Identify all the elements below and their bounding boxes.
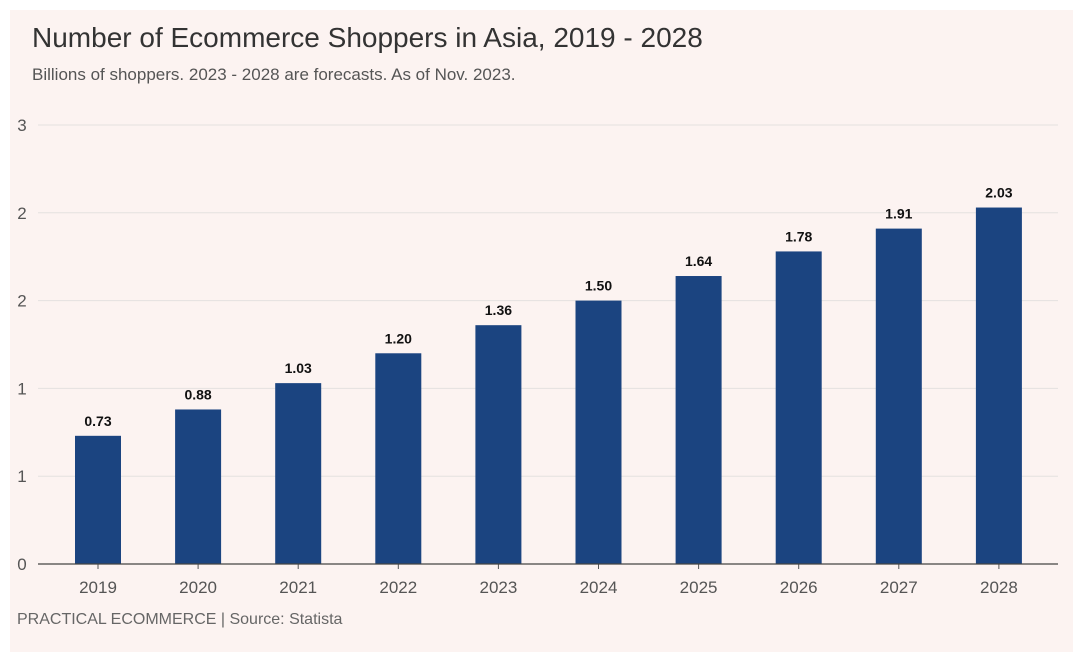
x-tick-label: 2023 (479, 578, 517, 597)
data-label-2020: 0.88 (184, 386, 211, 402)
x-tick-label: 2021 (279, 578, 317, 597)
chart-subtitle: Billions of shoppers. 2023 - 2028 are fo… (32, 65, 516, 84)
x-tick-label: 2022 (379, 578, 417, 597)
x-tick-label: 2028 (980, 578, 1018, 597)
bar-2020 (175, 409, 222, 564)
bar-2028 (975, 207, 1022, 565)
data-label-2021: 1.03 (285, 360, 312, 376)
bar-2027 (875, 228, 922, 564)
bar-2021 (275, 383, 322, 564)
y-tick-label: 1 (17, 379, 26, 398)
y-tick-label: 3 (17, 116, 26, 135)
y-tick-label: 0 (17, 555, 26, 574)
bar-chart: 0.73 0.88 1.03 1.20 1.36 1.50 1.64 1.78 1.91 2.03… (17, 116, 1058, 597)
bar-2026 (775, 251, 822, 564)
data-label-2027: 1.91 (885, 206, 912, 222)
x-tick-label: 2024 (580, 578, 618, 597)
bar-2024 (575, 300, 622, 564)
bars (75, 207, 1022, 565)
chart-title: Number of Ecommerce Shoppers in Asia, 20… (32, 22, 703, 53)
x-tick-label: 2027 (880, 578, 918, 597)
chart-panel: Number of Ecommerce Shoppers in Asia, 20… (10, 10, 1073, 652)
x-tick-label: 2026 (780, 578, 818, 597)
data-label-2022: 1.20 (385, 330, 412, 346)
bar-2023 (475, 325, 522, 564)
x-tick-label: 2019 (79, 578, 117, 597)
x-tick-label: 2025 (680, 578, 718, 597)
data-labels: 0.73 0.88 1.03 1.20 1.36 1.50 1.64 1.78 1.91 2.03 (84, 185, 1012, 429)
data-label-2019: 0.73 (84, 413, 111, 429)
data-label-2028: 2.03 (985, 185, 1012, 201)
data-label-2025: 1.64 (685, 253, 712, 269)
x-tick-label: 2020 (179, 578, 217, 597)
axes: 0 1 1 2 2 3 2019 2020 2021 2022 2023 2024 2025 2026 20… (17, 116, 1058, 597)
y-tick-label: 2 (17, 292, 26, 311)
bar-2019 (75, 435, 121, 564)
data-label-2026: 1.78 (785, 228, 812, 244)
y-tick-label: 1 (17, 467, 26, 486)
bar-2025 (675, 276, 722, 564)
data-label-2024: 1.50 (585, 278, 612, 294)
bar-2022 (375, 353, 422, 564)
source-caption: PRACTICAL ECOMMERCE | Source: Statista (17, 611, 343, 628)
data-label-2023: 1.36 (485, 302, 512, 318)
y-tick-label: 2 (17, 204, 26, 223)
